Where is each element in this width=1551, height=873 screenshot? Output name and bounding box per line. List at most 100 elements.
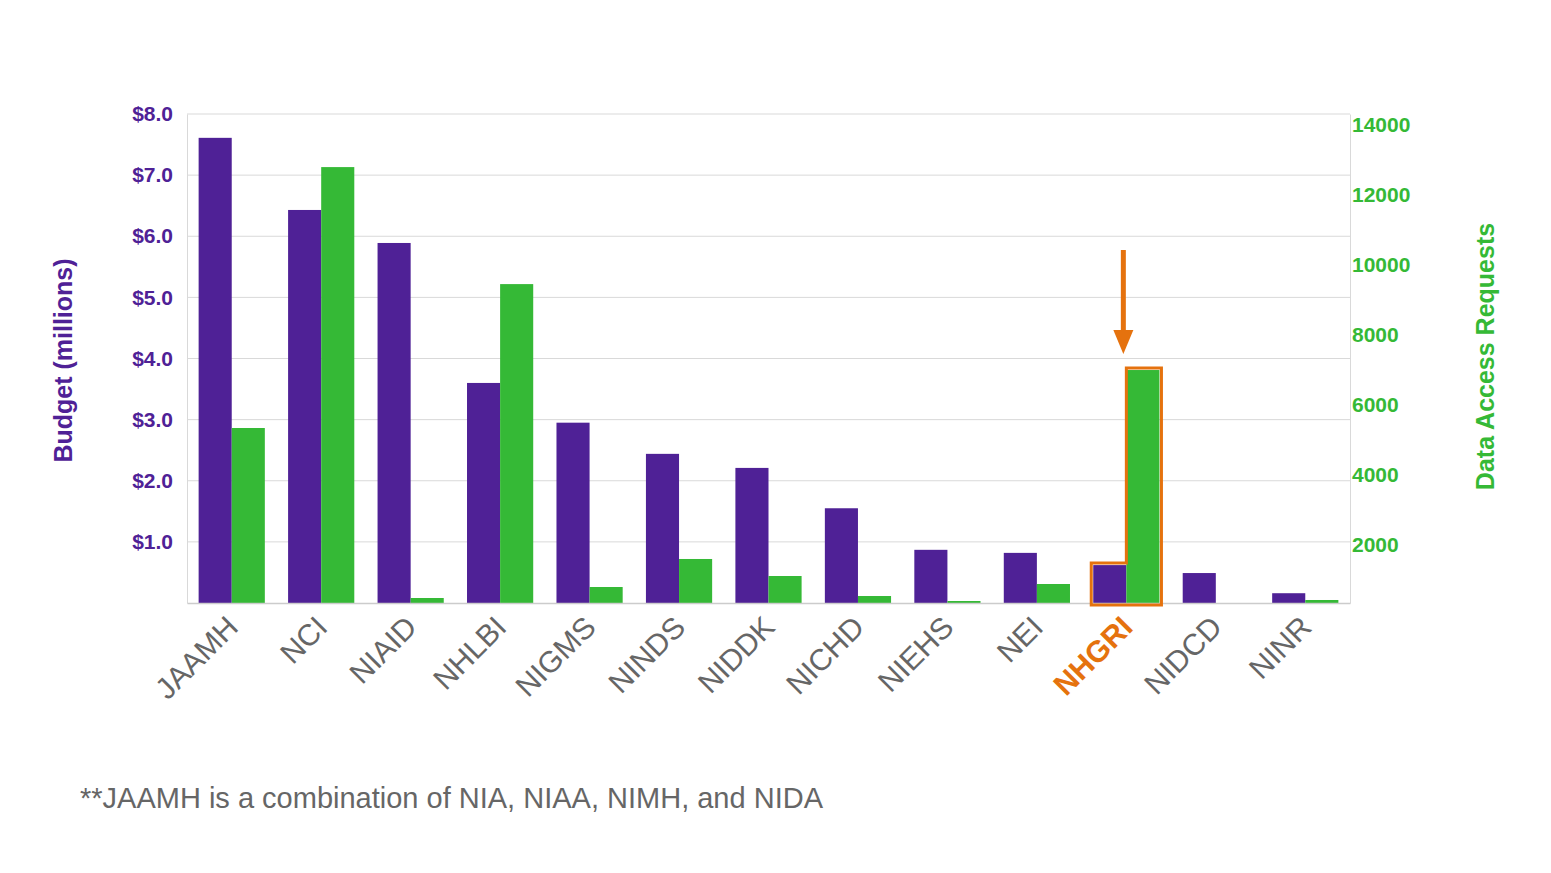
- tick: 4000: [1350, 463, 1399, 486]
- category-label: NIAID: [343, 610, 423, 690]
- highlight-box: [1091, 368, 1161, 605]
- axis-line: [1350, 115, 1351, 604]
- tick: NCI: [274, 603, 334, 670]
- bar: [590, 587, 623, 603]
- bar: [288, 210, 321, 603]
- tick-label: $4.0: [132, 347, 173, 370]
- category-label: JAAMH: [149, 610, 244, 705]
- category-label: NCI: [274, 610, 334, 670]
- axis-title: Data Access Requests: [1471, 223, 1499, 490]
- tick: $2.0: [132, 469, 187, 492]
- arrow-head: [1113, 330, 1133, 354]
- category-label: NICHD: [780, 610, 871, 701]
- tick: NHGRI: [1047, 603, 1139, 702]
- axis-title: Budget (millions): [49, 258, 77, 462]
- bar: [378, 243, 411, 603]
- grid-line: [187, 175, 1350, 176]
- bar: [914, 550, 947, 603]
- tick-label: $3.0: [132, 408, 173, 431]
- bar: [858, 596, 891, 603]
- bar: [556, 423, 589, 603]
- bar: [1305, 600, 1338, 603]
- tick: NIEHS: [871, 603, 959, 698]
- tick: 10000: [1350, 253, 1410, 276]
- tick: 8000: [1350, 323, 1399, 346]
- grid-line: [187, 236, 1350, 237]
- tick-label: $2.0: [132, 469, 173, 492]
- tick: $3.0: [132, 408, 187, 431]
- category-label: NIDDK: [691, 610, 780, 699]
- tick: NHLBI: [427, 603, 513, 696]
- bar: [1183, 573, 1216, 603]
- tick-label: $7.0: [132, 163, 173, 186]
- bar: [199, 138, 232, 603]
- bar: [321, 167, 354, 603]
- tick-label: $8.0: [132, 102, 173, 125]
- tick-label: $6.0: [132, 224, 173, 247]
- bar: [1037, 584, 1070, 603]
- bar: [735, 468, 768, 603]
- tick: 6000: [1350, 393, 1399, 416]
- arrow-shaft: [1121, 250, 1126, 334]
- bar: [646, 454, 679, 603]
- bar: [1093, 565, 1126, 603]
- bar: [1126, 370, 1159, 603]
- tick: NIAID: [343, 603, 423, 690]
- y-axis: $1.0 $2.0 $3.0 $4.0 $5.0 $6.0 $7.0 $8.0: [132, 102, 187, 603]
- tick: NINR: [1242, 603, 1317, 685]
- tick-label: 12000: [1352, 183, 1410, 206]
- y2-axis: 2000 4000 6000 8000 10000 12000 14000: [1350, 113, 1410, 603]
- category-label: NIEHS: [871, 610, 959, 698]
- bar: [1004, 553, 1037, 603]
- bar: [947, 601, 980, 603]
- bar: [769, 576, 802, 603]
- bar: [467, 383, 500, 603]
- category-label: NEI: [990, 610, 1049, 669]
- tick: $8.0: [132, 102, 187, 125]
- grid-line: [187, 419, 1350, 420]
- axis-line: [188, 603, 1351, 605]
- category-label: NINDS: [602, 610, 691, 699]
- tick-label: 10000: [1352, 253, 1410, 276]
- tick-label: 8000: [1352, 323, 1399, 346]
- tick: $7.0: [132, 163, 187, 186]
- tick-label: 14000: [1352, 113, 1410, 136]
- bar: [679, 559, 712, 603]
- tick: $4.0: [132, 347, 187, 370]
- tick: NEI: [990, 603, 1049, 669]
- tick: NICHD: [780, 603, 871, 700]
- grid-line: [187, 114, 1350, 115]
- tick-label: 4000: [1352, 463, 1399, 486]
- bar: [825, 508, 858, 603]
- grid-line: [187, 297, 1350, 298]
- tick: NINDS: [602, 603, 691, 699]
- category-label: NHGRI: [1047, 610, 1139, 702]
- tick: NIDCD: [1138, 603, 1229, 700]
- tick-label: $1.0: [132, 530, 173, 553]
- x-axis: JAAMHNCINIAIDNHLBINIGMSNINDSNIDDKNICHDNI…: [149, 603, 1351, 705]
- bar: [232, 428, 265, 603]
- bar: [1272, 593, 1305, 603]
- category-label: NIGMS: [509, 610, 602, 703]
- category-label: NINR: [1242, 610, 1317, 685]
- axis-line: [187, 115, 188, 604]
- grid-line: [187, 358, 1350, 359]
- tick-label: $5.0: [132, 286, 173, 309]
- bars: [199, 138, 1339, 603]
- tick: JAAMH: [149, 603, 244, 705]
- bar: [500, 284, 533, 603]
- tick: NIDDK: [691, 603, 780, 699]
- chart: $1.0 $2.0 $3.0 $4.0 $5.0 $6.0 $7.0 $8.0 2000 4000…: [0, 0, 1551, 873]
- tick: 2000: [1350, 532, 1399, 555]
- tick-label: 2000: [1352, 532, 1399, 555]
- tick: 14000: [1350, 113, 1410, 136]
- category-label: NHLBI: [427, 610, 513, 696]
- tick: $6.0: [132, 224, 187, 247]
- tick: $5.0: [132, 286, 187, 309]
- category-label: NIDCD: [1138, 610, 1229, 701]
- bar: [411, 598, 444, 603]
- tick: 12000: [1350, 183, 1410, 206]
- footnote: **JAAMH is a combination of NIA, NIAA, N…: [80, 782, 824, 814]
- tick-label: 6000: [1352, 393, 1399, 416]
- tick: NIGMS: [509, 603, 602, 703]
